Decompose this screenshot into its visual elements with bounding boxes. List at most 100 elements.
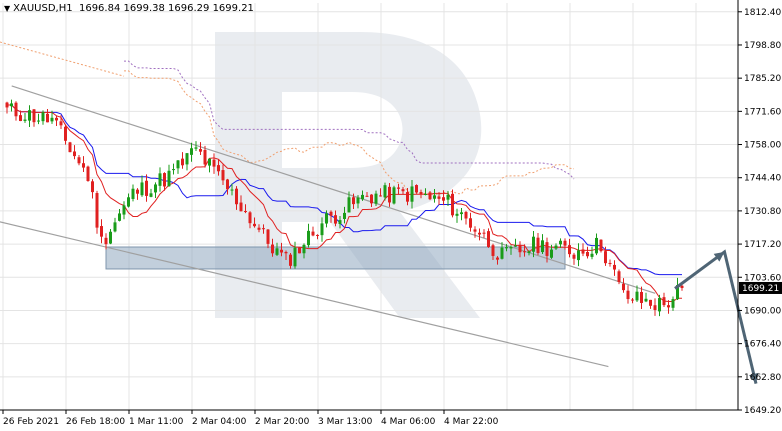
up-arrowhead-icon [713, 251, 725, 262]
candle-body [5, 102, 9, 108]
candle-body [302, 244, 306, 254]
candle-body [478, 232, 481, 235]
candle-body [280, 249, 283, 253]
candle-body [365, 195, 369, 197]
candle-body [554, 245, 558, 249]
candle-body [122, 205, 126, 215]
candle-body [311, 231, 315, 236]
candle-body [338, 220, 342, 225]
candle-body [307, 230, 310, 246]
candle-body [644, 298, 648, 302]
candle-body [284, 251, 288, 254]
chart-header: ▼ XAUUSD,H1 1696.84 1699.38 1696.29 1699.… [4, 3, 254, 14]
candle-body [590, 253, 594, 257]
candle-body [460, 212, 463, 215]
candle-body [563, 240, 567, 246]
candle-body [577, 250, 580, 261]
candle-body [406, 192, 409, 202]
candle-body [334, 215, 337, 224]
candle-body [50, 117, 54, 122]
candle-body [667, 305, 670, 308]
candle-body [482, 232, 486, 234]
ohlc-values: 1696.84 1699.38 1696.29 1699.21 [78, 3, 254, 14]
span-a-lead [0, 41, 125, 77]
candle-body [491, 245, 495, 256]
candle-body [599, 239, 603, 252]
candle-body [154, 184, 157, 193]
y-tick-label: 1649.20 [744, 406, 781, 416]
candle-body [293, 247, 297, 267]
y-tick-label: 1812.40 [744, 8, 781, 18]
candle-body [347, 197, 351, 213]
candle-body [523, 251, 526, 253]
candle-body [374, 193, 378, 204]
candle-body [145, 180, 148, 196]
collapse-triangle-icon[interactable]: ▼ [4, 4, 11, 13]
forecast-arrows [674, 249, 759, 384]
candle-body [140, 182, 144, 196]
current-price-box [739, 281, 782, 294]
candle-body [352, 197, 355, 205]
candle-body [410, 186, 414, 202]
channel-lower-line [0, 221, 609, 368]
candle-body [356, 197, 360, 204]
candle-body [487, 231, 490, 247]
current-price-label: 1699.21 [742, 284, 779, 294]
candle-body [559, 240, 562, 245]
candle-body [37, 120, 40, 122]
y-tick-label: 1717.20 [744, 240, 781, 250]
candle-body [604, 251, 607, 264]
candle-body [680, 285, 684, 288]
x-tick-label: 2 Mar 20:00 [255, 417, 310, 427]
senkou-span-b [124, 60, 575, 180]
y-tick-label: 1703.60 [744, 273, 781, 283]
candle-body [662, 297, 666, 306]
candle-body [320, 223, 324, 236]
candle-body [149, 193, 153, 197]
candle-body [545, 242, 549, 256]
candle-body [199, 149, 202, 152]
trend-channel [0, 85, 656, 368]
forecast-path [674, 249, 758, 384]
candle-body [95, 193, 99, 228]
candle-body [343, 212, 346, 219]
y-tick-label: 1730.80 [744, 207, 781, 217]
candle-body [163, 173, 166, 187]
symbol-label: XAUUSD,H1 [13, 3, 73, 14]
candle-body [586, 251, 589, 257]
candle-body [118, 213, 121, 221]
candle-body [23, 119, 27, 121]
y-tick-label: 1676.40 [744, 340, 781, 350]
candle-body [32, 109, 36, 123]
candle-body [550, 249, 553, 258]
candle-body [64, 126, 67, 141]
candle-body [325, 213, 328, 224]
candle-body [496, 257, 499, 260]
candle-body [532, 236, 535, 252]
plot-frame [0, 0, 739, 411]
x-tick-label: 2 Mar 04:00 [192, 417, 247, 427]
candle-body [505, 247, 508, 249]
candle-body [608, 262, 612, 264]
candle-body [208, 158, 211, 166]
candle-body [203, 149, 207, 165]
candle-body [271, 244, 274, 254]
candle-body [469, 218, 472, 228]
candle-body [635, 291, 639, 301]
candle-body [626, 290, 630, 300]
candle-body [10, 103, 13, 107]
candle-body [55, 117, 58, 121]
candle-body [275, 248, 279, 255]
x-tick-label: 4 Mar 22:00 [444, 417, 499, 427]
x-tick-label: 26 Feb 2021 [3, 417, 59, 427]
candle-body [379, 195, 382, 197]
candle-body [172, 169, 175, 171]
candle-body [77, 157, 81, 164]
candle-body [397, 187, 400, 189]
candle-body [82, 163, 85, 168]
candle-body [212, 159, 216, 167]
resistance-zone-rect [105, 246, 566, 270]
candle-body [388, 186, 391, 203]
candle-body [68, 142, 72, 153]
